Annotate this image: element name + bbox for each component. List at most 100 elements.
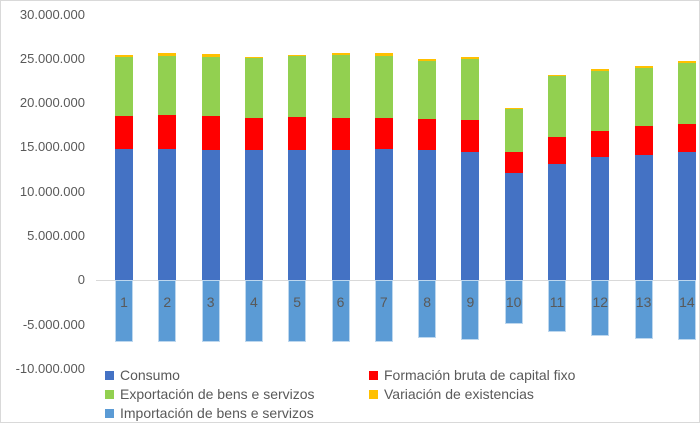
bar-segment-importacion [158, 280, 177, 343]
y-axis-tick-label: 20.000.000 [19, 95, 85, 111]
bar-segment-importacion [201, 280, 220, 343]
bar-segment-variacion [201, 54, 220, 57]
bar-segment-exportacion [504, 108, 523, 153]
legend-swatch-consumo [105, 370, 114, 380]
bar-segment-importacion [504, 280, 523, 324]
x-axis-category-label: 2 [163, 294, 172, 310]
x-axis-category-label: 11 [549, 294, 565, 310]
bar-segment-variacion [374, 53, 393, 56]
legend-item-consumo: Consumo [105, 367, 180, 383]
y-axis-tick-label: -5.000.000 [22, 316, 85, 332]
y-axis-tick-label: 5.000.000 [27, 228, 85, 244]
y-axis-tick-label: 25.000.000 [19, 50, 85, 66]
x-axis-category-label: 13 [635, 294, 652, 310]
bar-segment-fbcf [374, 118, 393, 150]
bar-segment-exportacion [115, 57, 133, 117]
bar-segment-exportacion [374, 55, 393, 119]
bar-segment-fbcf [288, 117, 307, 151]
bar-segment-consumo [244, 150, 263, 281]
bar-segment-importacion [591, 280, 610, 337]
bar-segment-exportacion [288, 56, 307, 118]
bar-segment-variacion [158, 53, 177, 56]
bar-segment-variacion [677, 61, 696, 63]
bar-segment-exportacion [331, 55, 350, 119]
bar-segment-consumo [374, 149, 393, 281]
bar-segment-exportacion [244, 58, 263, 119]
legend-swatch-formacion-bruta [369, 370, 378, 380]
y-axis-tick-label: 15.000.000 [19, 139, 85, 155]
legend-item-formacion-bruta: Formación bruta de capital fixo [369, 367, 575, 383]
x-axis-category-label: 7 [379, 294, 388, 310]
bar-segment-variacion [115, 55, 133, 58]
bar-segment-consumo [158, 149, 177, 281]
bar-segment-fbcf [677, 123, 696, 153]
bar-segment-fbcf [461, 119, 480, 153]
bar-segment-exportacion [677, 62, 696, 124]
x-axis-category-label: 10 [505, 294, 522, 310]
bar-segment-consumo [288, 150, 307, 281]
legend-swatch-variacion [369, 389, 378, 399]
legend-swatch-exportacion [105, 389, 114, 399]
bar-segment-consumo [548, 163, 566, 281]
bar-segment-consumo [331, 149, 350, 281]
bar-segment-fbcf [418, 119, 437, 151]
x-axis-category-label: 6 [336, 294, 345, 310]
bar-segment-consumo [677, 152, 696, 281]
bar-segment-variacion [504, 107, 523, 109]
bar-segment-fbcf [201, 115, 220, 150]
legend-label-formacion-bruta: Formación bruta de capital fixo [384, 367, 576, 383]
bar-segment-importacion [115, 280, 133, 343]
x-axis-category-label: 4 [249, 294, 258, 310]
legend-item-variacion: Variación de existencias [369, 386, 534, 402]
bar-segment-fbcf [634, 126, 653, 155]
x-axis-category-label: 8 [423, 294, 431, 310]
bar-segment-importacion [331, 280, 350, 342]
bar-segment-consumo [115, 149, 133, 281]
x-axis-category-label: 12 [592, 294, 609, 310]
bar-segment-fbcf [331, 118, 350, 150]
bar-segment-importacion [634, 280, 653, 339]
bar-segment-variacion [548, 74, 566, 77]
legend-label-importacion: Importación de bens e servizos [120, 405, 314, 421]
bar-segment-variacion [331, 53, 350, 56]
bar-segment-fbcf [244, 118, 263, 151]
x-axis-category-label: 14 [679, 294, 695, 310]
x-axis-category-label: 9 [466, 294, 475, 310]
bar-segment-consumo [591, 157, 610, 281]
bar-segment-fbcf [504, 152, 523, 174]
bar-segment-exportacion [548, 76, 566, 138]
y-axis-tick-label: -10.000.000 [15, 361, 85, 376]
legend-item-importacion: Importación de bens e servizos [105, 405, 314, 421]
bar-segment-importacion [418, 280, 437, 339]
bar-segment-exportacion [158, 55, 177, 116]
bar-segment-consumo [461, 152, 480, 281]
y-axis: 30.000.000 25.000.000 20.000.000 15.000.000… [1, 1, 87, 422]
bar-segment-variacion [461, 57, 480, 59]
bar-segment-importacion [288, 280, 307, 342]
bar-segment-exportacion [461, 58, 480, 120]
bar-segment-fbcf [548, 137, 566, 164]
x-axis-zero-line [96, 280, 694, 281]
legend-label-variacion: Variación de existencias [384, 386, 534, 402]
bar-segment-variacion [244, 56, 263, 59]
bar-segment-exportacion [201, 56, 220, 116]
x-axis-category-label: 1 [120, 294, 128, 310]
x-axis-category-label: 3 [206, 294, 215, 310]
bar-segment-importacion [461, 280, 480, 340]
bar-segment-fbcf [158, 115, 177, 150]
bar-segment-consumo [504, 173, 523, 281]
y-axis-tick-label: 0 [77, 272, 85, 288]
bar-segment-importacion [374, 280, 393, 342]
bar-segment-importacion [548, 280, 566, 332]
bar-segment-importacion [244, 280, 263, 342]
bar-segment-exportacion [418, 61, 437, 120]
bar-segment-variacion [591, 69, 610, 72]
bar-segment-fbcf [115, 116, 133, 150]
legend-label-exportacion: Exportación de bens e servizos [120, 386, 315, 402]
bar-segment-consumo [201, 149, 220, 281]
bar-segment-variacion [418, 59, 437, 62]
bar-segment-exportacion [634, 67, 653, 127]
bar-segment-exportacion [591, 71, 610, 131]
legend-item-exportacion: Exportación de bens e servizos [105, 386, 315, 402]
